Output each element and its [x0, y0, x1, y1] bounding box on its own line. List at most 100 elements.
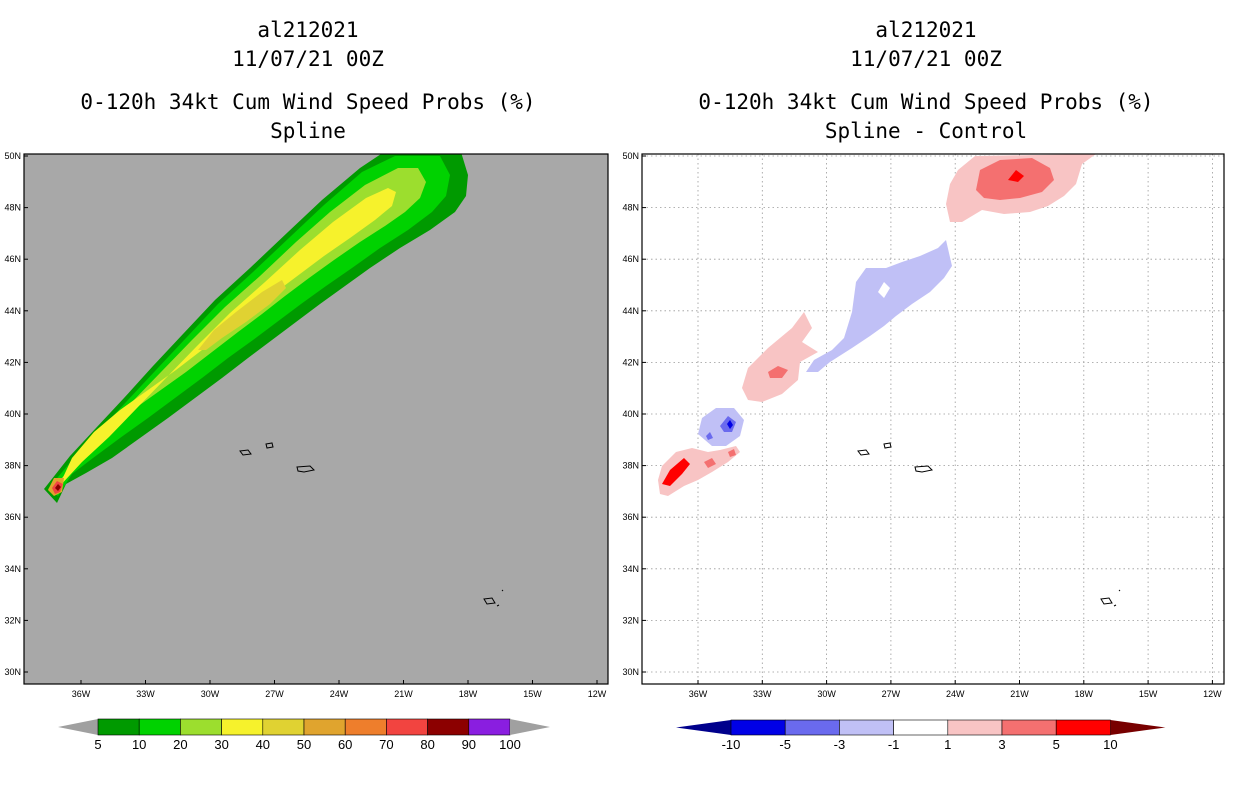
colorbar-right-swatch [1001, 719, 1057, 736]
lat-tick-label: 42N [622, 357, 639, 367]
diff-positive-region-1-mid [704, 458, 716, 468]
right-subtitle: Spline - Control [824, 119, 1028, 143]
lon-tick-label: 36W [72, 689, 91, 699]
colorbar-left-label: 10 [132, 737, 146, 752]
colorbar-right-label: -1 [888, 737, 900, 752]
lon-tick-label: 30W [201, 689, 220, 699]
diff-positive-region-2 [742, 312, 818, 402]
lat-tick-label: 42N [4, 357, 21, 367]
right-title: 0-120h 34kt Cum Wind Speed Probs (%) [698, 90, 1154, 114]
lat-tick-label: 46N [4, 254, 21, 264]
lat-tick-label: 38N [622, 461, 639, 471]
colorbar-left-swatch [138, 718, 181, 736]
colorbar-left-label: 70 [379, 737, 393, 752]
lat-tick-label: 32N [4, 615, 21, 625]
colorbar-right-swatch [839, 719, 894, 736]
left-colorbar: 5 10 20 30 40 50 60 70 80 90 100 [58, 718, 550, 752]
diff-negative-region-1-strong [727, 420, 733, 429]
diff-positive-region-1-strong [662, 458, 690, 486]
colorbar-right-swatch [947, 719, 1003, 736]
right-colorbar: -10 -5 -3 -1 1 3 5 10 [676, 719, 1166, 752]
left-lat-axis: 30N 32N 34N 36N 38N 40N 42N 44N 46N 48N 50N [4, 151, 28, 677]
lat-tick-label: 40N [4, 409, 21, 419]
right-time: 11/07/21 00Z [850, 47, 1002, 71]
diff-negative-region-1-mid-b [706, 432, 713, 440]
right-map-frame [641, 153, 1225, 685]
lat-tick-label: 44N [622, 306, 639, 316]
colorbar-right-label: -10 [722, 737, 741, 752]
lat-tick-label: 40N [622, 409, 639, 419]
colorbar-right-high-arrow [1110, 720, 1166, 735]
colorbar-left-low-arrow [58, 719, 98, 735]
colorbar-left-label: 60 [338, 737, 352, 752]
colorbar-left-high-arrow [510, 719, 550, 735]
diff-positive-region-1-mid-b [728, 449, 736, 457]
colorbar-left-label: 100 [499, 737, 521, 752]
colorbar-left-label: 90 [462, 737, 476, 752]
diff-positive-region-1 [658, 446, 740, 496]
colorbar-right-label: -5 [779, 737, 791, 752]
colorbar-left-swatch [262, 718, 305, 736]
lon-tick-label: 18W [1075, 689, 1094, 699]
colorbar-left-label: 50 [297, 737, 311, 752]
left-title: 0-120h 34kt Cum Wind Speed Probs (%) [80, 90, 536, 114]
lat-tick-label: 30N [4, 667, 21, 677]
lat-tick-label: 48N [4, 203, 21, 213]
colorbar-left-swatch [386, 718, 428, 736]
right-storm-id: al212021 [875, 18, 977, 42]
colorbar-left-swatch [344, 718, 387, 736]
lat-tick-label: 48N [622, 203, 639, 213]
colorbar-left-label: 5 [94, 737, 101, 752]
colorbar-right-swatch [784, 719, 840, 736]
swath-contour-80 [55, 484, 61, 491]
lon-tick-label: 24W [946, 689, 965, 699]
colorbar-right-swatch [730, 719, 786, 736]
colorbar-left-swatch [97, 718, 140, 736]
lon-tick-label: 27W [882, 689, 901, 699]
lon-tick-label: 24W [330, 689, 349, 699]
colorbar-left-swatch [221, 718, 264, 736]
lon-tick-label: 33W [136, 689, 155, 699]
diff-positive-region-2-mid [768, 366, 788, 378]
diff-negative-region-2 [806, 240, 952, 372]
lat-tick-label: 36N [4, 512, 21, 522]
swath-contour-30 [58, 188, 396, 488]
right-difference-field [658, 154, 1096, 496]
diff-positive-region-3-strong [1008, 170, 1024, 182]
colorbar-left-label: 80 [420, 737, 434, 752]
colorbar-right-label: 10 [1103, 737, 1117, 752]
left-storm-id: al212021 [257, 18, 359, 42]
lat-tick-label: 34N [4, 564, 21, 574]
colorbar-right-label: 5 [1053, 737, 1060, 752]
right-lon-axis: 36W 33W 30W 27W 24W 21W 18W 15W 12W [689, 680, 1222, 699]
left-map-frame [23, 153, 609, 685]
lat-tick-label: 46N [622, 254, 639, 264]
right-azores-islands [857, 442, 1121, 607]
colorbar-right-label: 1 [944, 737, 951, 752]
lon-tick-label: 30W [817, 689, 836, 699]
lat-tick-label: 50N [622, 151, 639, 161]
lon-tick-label: 36W [689, 689, 708, 699]
lon-tick-label: 27W [265, 689, 284, 699]
left-azores-islands [239, 442, 504, 607]
colorbar-left-label: 30 [214, 737, 228, 752]
colorbar-left-swatch [468, 718, 511, 736]
lat-tick-label: 44N [4, 306, 21, 316]
lon-tick-label: 12W [1203, 689, 1222, 699]
lat-tick-label: 32N [622, 615, 639, 625]
colorbar-left-swatch [303, 718, 346, 736]
lat-tick-label: 38N [4, 461, 21, 471]
right-lat-axis: 30N 32N 34N 36N 38N 40N 42N 44N 46N 48N 50N [622, 151, 646, 677]
swath-contour-40 [198, 280, 286, 350]
left-time: 11/07/21 00Z [232, 47, 384, 71]
lat-tick-label: 30N [622, 667, 639, 677]
colorbar-left-swatch [180, 718, 222, 736]
left-probability-swath [44, 154, 468, 503]
lat-tick-label: 50N [4, 151, 21, 161]
lon-tick-label: 21W [1010, 689, 1029, 699]
colorbar-left-label: 40 [256, 737, 270, 752]
lon-tick-label: 15W [523, 689, 542, 699]
lon-tick-label: 21W [394, 689, 413, 699]
colorbar-right-label: -3 [834, 737, 846, 752]
